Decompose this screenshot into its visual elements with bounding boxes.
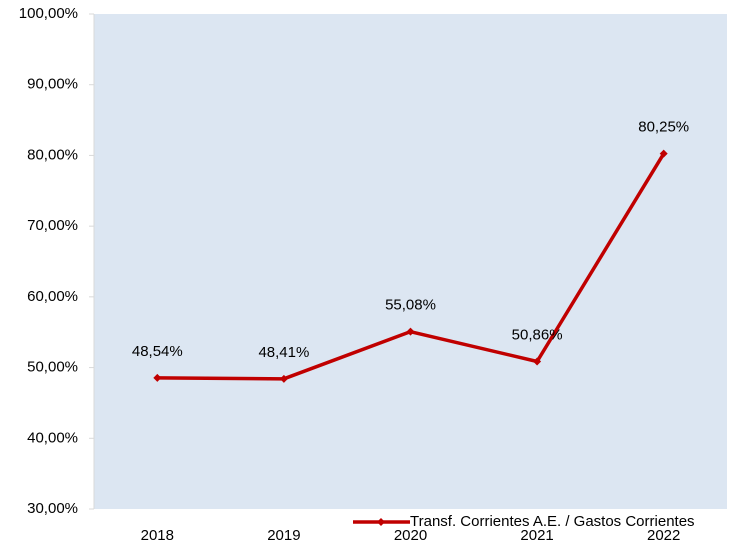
y-tick-label: 70,00%: [27, 217, 78, 234]
x-tick-label: 2018: [141, 527, 174, 544]
y-tick-label: 30,00%: [27, 500, 78, 517]
marker: [153, 373, 162, 382]
data-label: 48,41%: [258, 344, 309, 361]
marker: [406, 327, 415, 336]
data-label: 80,25%: [638, 119, 689, 136]
y-tick-label: 100,00%: [19, 5, 78, 22]
y-tick-label: 80,00%: [27, 146, 78, 163]
y-tick-label: 90,00%: [27, 76, 78, 93]
x-tick-label: 2021: [520, 527, 553, 544]
marker: [659, 149, 668, 158]
data-label: 48,54%: [132, 343, 183, 360]
y-tick-label: 40,00%: [27, 429, 78, 446]
x-tick-label: 2019: [267, 527, 300, 544]
data-label: 50,86%: [512, 326, 563, 343]
legend-marker: [377, 518, 385, 526]
legend-label: Transf. Corrientes A.E. / Gastos Corrien…: [410, 513, 695, 530]
x-tick-label: 2022: [647, 527, 680, 544]
marker: [533, 357, 542, 366]
x-tick-label: 2020: [394, 527, 427, 544]
data-label: 55,08%: [385, 297, 436, 314]
marker: [279, 374, 288, 383]
y-tick-label: 60,00%: [27, 288, 78, 305]
plot-area: [94, 14, 727, 509]
y-tick-label: 50,00%: [27, 359, 78, 376]
